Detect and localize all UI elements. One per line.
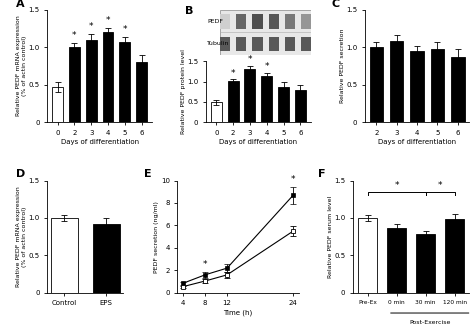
X-axis label: Days of differentiation: Days of differentiation <box>378 139 456 144</box>
Bar <box>295 90 306 122</box>
Bar <box>261 76 272 122</box>
Bar <box>228 81 238 122</box>
Text: *: * <box>123 25 127 34</box>
Y-axis label: Relative PEDF mRNA expression
(% of actin control): Relative PEDF mRNA expression (% of acti… <box>16 186 27 287</box>
Bar <box>278 87 289 122</box>
Bar <box>301 37 311 51</box>
Bar <box>219 37 230 51</box>
Bar <box>252 14 263 29</box>
Bar <box>301 14 311 29</box>
Text: *: * <box>248 55 252 64</box>
Text: *: * <box>291 175 295 184</box>
Bar <box>219 10 310 55</box>
Bar <box>451 57 465 122</box>
Bar <box>285 14 295 29</box>
Text: *: * <box>394 181 399 190</box>
Text: C: C <box>331 0 339 9</box>
Text: *: * <box>203 260 207 269</box>
X-axis label: Days of differentiation: Days of differentiation <box>61 139 139 144</box>
Bar <box>410 51 424 122</box>
Text: A: A <box>16 0 25 9</box>
Text: E: E <box>144 169 151 179</box>
Text: D: D <box>16 169 25 179</box>
Text: Post-Exercise: Post-Exercise <box>409 320 450 325</box>
Bar <box>69 46 80 122</box>
Bar <box>370 46 383 122</box>
Text: *: * <box>231 68 236 78</box>
Text: *: * <box>438 181 442 190</box>
Y-axis label: Relative PEDF secretion: Relative PEDF secretion <box>339 29 345 103</box>
Bar <box>245 69 255 122</box>
Bar <box>358 218 377 293</box>
Text: *: * <box>264 62 269 71</box>
Bar <box>431 49 444 122</box>
Bar <box>445 219 464 293</box>
Bar <box>269 14 279 29</box>
Bar <box>387 228 406 293</box>
Y-axis label: Relative PEDF mRNA expression
(% of actin control): Relative PEDF mRNA expression (% of acti… <box>16 16 27 116</box>
Text: Tubulin: Tubulin <box>207 41 229 46</box>
Bar <box>119 42 130 122</box>
Text: B: B <box>185 6 193 16</box>
Bar <box>86 40 97 122</box>
Bar <box>211 102 222 122</box>
X-axis label: Days of differentiation: Days of differentiation <box>219 139 297 144</box>
Bar <box>285 37 295 51</box>
Text: *: * <box>89 22 93 31</box>
Bar <box>51 218 78 293</box>
Text: *: * <box>72 31 77 40</box>
Y-axis label: Relative PEDF protein level: Relative PEDF protein level <box>181 49 186 134</box>
Bar <box>92 224 120 293</box>
Bar <box>416 235 435 293</box>
Y-axis label: Relative PEDF serum level: Relative PEDF serum level <box>328 195 333 278</box>
Text: PEDF: PEDF <box>207 19 223 24</box>
Bar <box>236 37 246 51</box>
Bar <box>136 62 147 122</box>
Text: *: * <box>106 16 110 25</box>
Text: F: F <box>318 169 326 179</box>
Bar <box>252 37 263 51</box>
Y-axis label: PEDF secretion (ng/ml): PEDF secretion (ng/ml) <box>155 201 159 273</box>
Bar <box>269 37 279 51</box>
Bar <box>236 14 246 29</box>
X-axis label: Time (h): Time (h) <box>224 309 253 316</box>
Bar <box>219 14 230 29</box>
Bar <box>102 32 113 122</box>
Bar <box>390 41 403 122</box>
Bar <box>52 87 63 122</box>
